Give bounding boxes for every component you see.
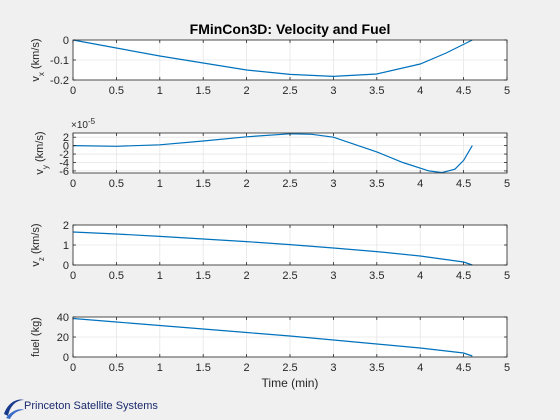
x-tick-label: 4 xyxy=(417,362,423,374)
x-tick-label: 5 xyxy=(504,362,510,374)
x-tick-label: 2 xyxy=(244,85,250,97)
x-tick-label: 3.5 xyxy=(369,85,384,97)
x-tick-label: 2 xyxy=(244,362,250,374)
x-tick-label: 2.5 xyxy=(282,178,297,190)
x-tick-label: 0 xyxy=(70,270,76,282)
x-tick-label: 3.5 xyxy=(369,270,384,282)
series-line xyxy=(72,317,473,357)
swoosh-icon xyxy=(4,399,24,419)
y-axis-label: vy (km/s) xyxy=(34,131,50,174)
x-tick-label: 4.5 xyxy=(456,270,471,282)
y-tick-label: -0.2 xyxy=(50,75,69,87)
subplot-1: 0 0.5 1 1.5 2 2.5 3 3.5 4 4.5 5 -0.2 -0.1 0 vx (km/s) F… xyxy=(30,21,510,97)
y-tick-label: 40 xyxy=(57,312,69,324)
y-axis-label: vz (km/s) xyxy=(30,223,46,266)
x-tick-label: 2.5 xyxy=(282,85,297,97)
subplot-4: 0 0.5 1 1.5 2 2.5 3 3.5 4 4.5 5 0 20 40 fuel (kg) Time … xyxy=(30,312,510,390)
x-tick-label: 1.5 xyxy=(196,362,211,374)
x-tick-label: 5 xyxy=(504,270,510,282)
y-tick-label: 0 xyxy=(63,352,69,364)
x-tick-label: 4 xyxy=(417,178,423,190)
y-tick-label: 0 xyxy=(63,35,69,47)
logo-text: Princeton Satellite Systems xyxy=(24,400,158,412)
x-tick-label: 0.5 xyxy=(109,362,124,374)
x-tick-label: 5 xyxy=(504,178,510,190)
x-tick-label: 1.5 xyxy=(196,270,211,282)
x-tick-label: 0.5 xyxy=(109,270,124,282)
x-tick-label: 3 xyxy=(330,362,336,374)
x-tick-label: 1 xyxy=(157,85,163,97)
x-tick-label: 1.5 xyxy=(196,178,211,190)
x-axis-label: Time (min) xyxy=(262,376,319,390)
y-tick-label: -0.1 xyxy=(50,55,69,67)
x-tick-label: 4 xyxy=(417,270,423,282)
x-tick-label: 1 xyxy=(157,178,163,190)
x-tick-label: 0.5 xyxy=(109,178,124,190)
x-tick-label: 0 xyxy=(70,85,76,97)
x-tick-label: 3 xyxy=(330,270,336,282)
psss-logo: Princeton Satellite Systems xyxy=(2,392,162,420)
x-tick-label: 2.5 xyxy=(282,362,297,374)
y-multiplier: ×10-5 xyxy=(71,117,96,132)
x-tick-label: 0.5 xyxy=(109,85,124,97)
series-line xyxy=(72,231,473,266)
x-tick-label: 0 xyxy=(70,178,76,190)
x-tick-label: 4.5 xyxy=(456,85,471,97)
x-tick-label: 4.5 xyxy=(456,178,471,190)
chart-title: FMinCon3D: Velocity and Fuel xyxy=(190,21,391,37)
y-tick-label: -4 xyxy=(59,157,69,169)
x-tick-label: 3 xyxy=(330,85,336,97)
x-tick-label: 1 xyxy=(157,270,163,282)
x-tick-label: 4 xyxy=(417,85,423,97)
x-tick-label: 1 xyxy=(157,362,163,374)
series-line xyxy=(72,39,473,78)
x-tick-label: 1.5 xyxy=(196,85,211,97)
y-axis-label: vx (km/s) xyxy=(30,38,46,81)
x-tick-label: 2 xyxy=(244,270,250,282)
y-tick-label: 1 xyxy=(63,240,69,252)
series-line xyxy=(72,133,473,174)
x-tick-label: 2.5 xyxy=(282,270,297,282)
x-tick-label: 3 xyxy=(330,178,336,190)
y-tick-label: 2 xyxy=(63,220,69,232)
x-tick-label: 3.5 xyxy=(369,178,384,190)
x-tick-label: 2 xyxy=(244,178,250,190)
x-tick-label: 4.5 xyxy=(456,362,471,374)
y-tick-label: 2 xyxy=(63,132,69,144)
y-tick-label: 0 xyxy=(63,141,69,153)
y-axis-label: fuel (kg) xyxy=(30,317,42,357)
y-tick-label: -2 xyxy=(59,149,69,161)
x-tick-label: 0 xyxy=(70,362,76,374)
y-tick-label: 0 xyxy=(63,260,69,272)
x-tick-label: 5 xyxy=(504,85,510,97)
x-tick-label: 3.5 xyxy=(369,362,384,374)
y-tick-label: 20 xyxy=(57,332,69,344)
y-tick-label: -6 xyxy=(59,166,69,178)
subplot-3: 0 0.5 1 1.5 2 2.5 3 3.5 4 4.5 5 0 1 2 vz (km/s) xyxy=(30,220,510,282)
